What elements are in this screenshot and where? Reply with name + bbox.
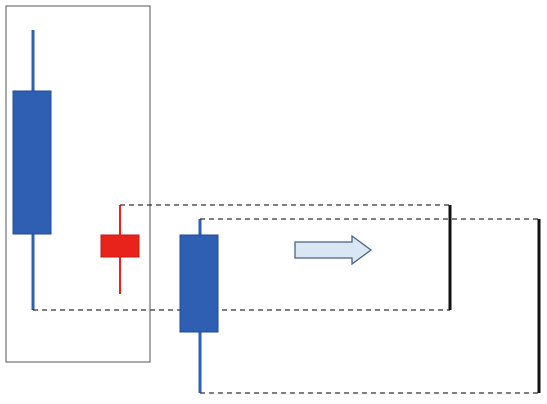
candle-2-bullish [100,205,140,294]
candle-1-bearish [12,30,52,310]
candle-1-body [12,90,52,235]
candle-3-bearish [179,219,219,393]
projection-range-1 [33,204,452,311]
candle-2-body [100,234,140,258]
projection-range-2 [200,218,541,394]
highlight-box [5,5,151,363]
candle-3-body [179,234,219,333]
right-arrow-icon [294,234,373,266]
